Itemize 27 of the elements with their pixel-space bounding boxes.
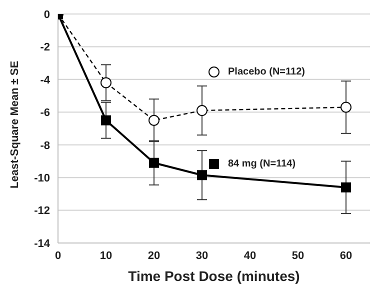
point — [196, 105, 208, 116]
point — [100, 77, 112, 88]
y-axis-title: Least-Square Mean ± SE — [8, 60, 21, 188]
y-tick-label: -6 — [40, 107, 50, 120]
x-axis-title: Time Post Dose (minutes) — [128, 268, 300, 284]
x-tick-label: 20 — [148, 250, 160, 262]
legend-label: 84 mg (N=114) — [227, 158, 297, 170]
y-tick-label: -12 — [34, 205, 50, 218]
y-tick-label: -2 — [40, 42, 50, 54]
point — [341, 182, 351, 192]
point — [340, 102, 352, 113]
y-tick-label: -4 — [40, 74, 51, 86]
x-tick-label: 0 — [54, 250, 62, 262]
x-tick-label: 30 — [196, 250, 208, 262]
point — [101, 115, 111, 126]
point — [149, 158, 159, 168]
point — [148, 114, 160, 126]
x-tick-label: 60 — [340, 250, 352, 262]
y-tick-label: -14 — [34, 238, 51, 250]
y-tick-label: -8 — [40, 140, 50, 152]
y-tick-label: -10 — [34, 172, 50, 184]
legend-label: Placebo (N=112) — [227, 66, 305, 78]
x-tick-label: 10 — [100, 250, 112, 262]
y-tick-label: 0 — [44, 8, 50, 21]
x-tick-label: 40 — [244, 250, 256, 262]
point — [197, 170, 207, 180]
x-tick-label: 50 — [292, 250, 304, 262]
